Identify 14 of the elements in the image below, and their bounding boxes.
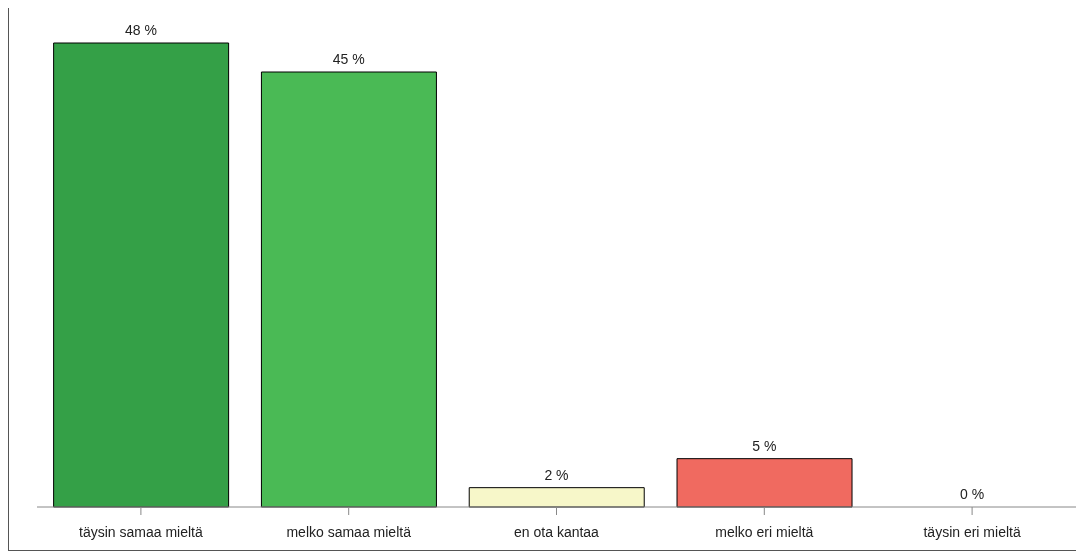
bar <box>676 458 853 508</box>
x-tick-label: täysin samaa mieltä <box>79 523 203 540</box>
data-label: 48 % <box>124 22 157 38</box>
x-tick-label: melko samaa mieltä <box>286 523 412 540</box>
x-tick-label: täysin eri mieltä <box>923 523 1021 540</box>
data-label: 0 % <box>960 486 985 502</box>
data-label: 2 % <box>544 466 569 483</box>
bar <box>53 42 230 508</box>
bar <box>260 71 437 508</box>
x-tick-label: melko eri mieltä <box>715 523 814 540</box>
bar <box>468 487 645 508</box>
data-label: 5 % <box>752 437 777 454</box>
data-label: 45 % <box>332 51 365 67</box>
x-tick-label: en ota kantaa <box>514 523 600 540</box>
